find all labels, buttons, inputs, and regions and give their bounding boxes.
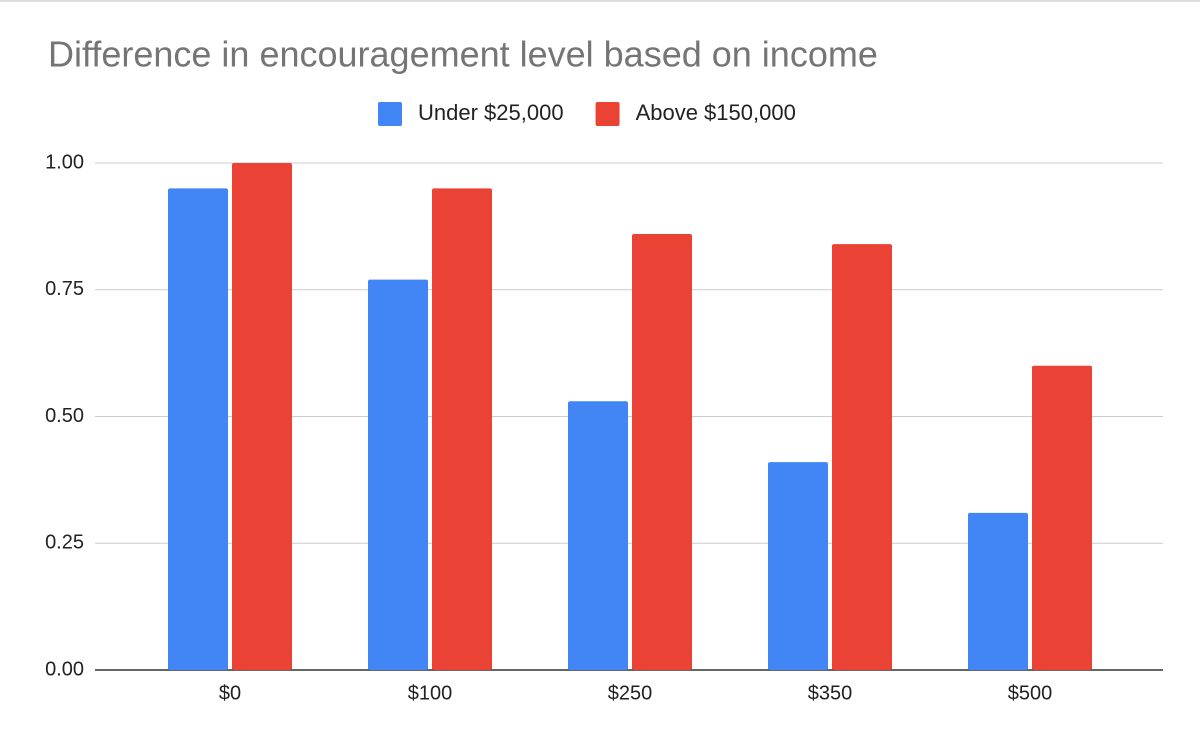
x-tick-label: $0	[219, 682, 241, 704]
bar	[232, 163, 292, 670]
y-tick-label: 0.50	[45, 405, 84, 427]
bar	[368, 279, 428, 670]
chart-title: Difference in encouragement level based …	[48, 34, 878, 75]
y-tick-label: 0.75	[45, 278, 84, 300]
bar	[768, 462, 828, 670]
legend-swatch	[378, 102, 402, 126]
x-tick-label: $250	[608, 682, 653, 704]
y-tick-label: 0.25	[45, 532, 84, 554]
bar	[832, 244, 892, 670]
bar	[968, 512, 1028, 670]
bar	[1032, 365, 1092, 670]
y-tick-label: 1.00	[45, 151, 84, 173]
bar	[432, 188, 492, 670]
legend-label: Under $25,000	[418, 100, 564, 125]
x-tick-label: $350	[808, 682, 853, 704]
bar	[632, 233, 692, 671]
bar	[568, 401, 628, 670]
legend-swatch	[595, 102, 620, 126]
legend-label: Above $150,000	[636, 100, 796, 125]
bar	[168, 188, 228, 670]
x-tick-label: $500	[1008, 682, 1053, 704]
x-tick-label: $100	[408, 682, 453, 704]
y-tick-label: 0.00	[45, 658, 84, 680]
